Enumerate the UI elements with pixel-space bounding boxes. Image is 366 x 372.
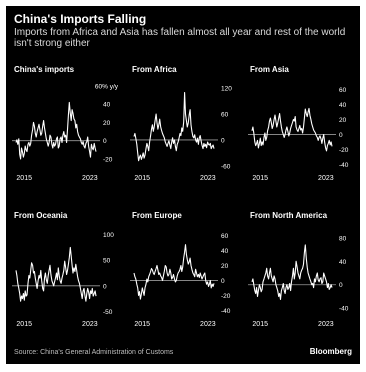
y-tick-label: 40 bbox=[221, 248, 229, 255]
series-line bbox=[251, 244, 333, 300]
y-tick-label: -20 bbox=[221, 293, 231, 300]
small-multiple-5: From Europe -40 -20 0 20 40 60 2015 2023 bbox=[130, 211, 231, 328]
y-tick-label: 50 bbox=[103, 258, 111, 265]
y-tick-label: -20 bbox=[339, 147, 349, 154]
chart-subtitle: Imports from Africa and Asia has fallen … bbox=[14, 27, 346, 49]
series-line bbox=[15, 101, 97, 160]
panel-title: China's imports bbox=[14, 65, 75, 74]
y-tick-label: -40 bbox=[339, 306, 349, 313]
x-tick-label: 2015 bbox=[252, 321, 268, 328]
small-multiple-3: From Asia -40 -20 0 20 40 60 2015 2023 bbox=[248, 65, 349, 182]
y-tick-label: -60 bbox=[221, 163, 231, 170]
panel-title: From North America bbox=[250, 211, 328, 220]
brand-logo: Bloomberg bbox=[309, 347, 352, 356]
y-tick-label: 0 bbox=[339, 282, 343, 289]
series-line bbox=[133, 91, 215, 162]
x-tick-label: 2023 bbox=[318, 321, 334, 328]
small-multiple-1: China's imports -20 0 20 40 60% y/y 2015 2023 bbox=[12, 65, 119, 182]
y-tick-label: 0 bbox=[221, 278, 225, 285]
y-tick-label: 100 bbox=[103, 232, 114, 239]
y-tick-label: 0 bbox=[339, 132, 343, 139]
y-tick-label: 80 bbox=[339, 235, 347, 242]
y-tick-label: 40 bbox=[339, 259, 347, 266]
x-tick-label: 2023 bbox=[200, 321, 216, 328]
y-tick-label: 40 bbox=[103, 102, 111, 109]
y-tick-label: 20 bbox=[103, 120, 111, 127]
y-tick-label: 120 bbox=[221, 86, 232, 93]
y-tick-label: 60 bbox=[221, 233, 229, 240]
unit-label: 60% y/y bbox=[95, 84, 119, 91]
x-tick-label: 2023 bbox=[200, 175, 216, 182]
panel-title: From Oceania bbox=[14, 211, 68, 220]
small-multiple-2: From Africa -60 0 60 120 2015 2023 bbox=[130, 65, 232, 182]
series-line bbox=[15, 246, 97, 302]
y-tick-label: -50 bbox=[103, 309, 113, 316]
panel-title: From Africa bbox=[132, 65, 177, 74]
y-tick-label: 20 bbox=[339, 117, 347, 124]
series-line bbox=[251, 107, 333, 152]
small-multiple-4: From Oceania -50 0 50 100 2015 2023 bbox=[12, 211, 114, 328]
y-tick-label: 0 bbox=[103, 138, 107, 145]
panel-title: From Asia bbox=[250, 65, 289, 74]
y-tick-label: -20 bbox=[103, 156, 113, 163]
x-tick-label: 2015 bbox=[134, 321, 150, 328]
chart-card: China's Imports Falling Imports from Afr… bbox=[6, 6, 360, 364]
panel-title: From Europe bbox=[132, 211, 182, 220]
y-tick-label: -40 bbox=[221, 308, 231, 315]
y-tick-label: 40 bbox=[339, 102, 347, 109]
y-tick-label: 60 bbox=[339, 87, 347, 94]
y-tick-label: -40 bbox=[339, 162, 349, 169]
x-tick-label: 2023 bbox=[82, 175, 98, 182]
x-tick-label: 2023 bbox=[82, 321, 98, 328]
x-tick-label: 2015 bbox=[134, 175, 150, 182]
small-multiple-6: From North America -40 0 40 80 2015 2023 bbox=[248, 211, 349, 328]
series-line bbox=[133, 244, 215, 300]
x-tick-label: 2015 bbox=[16, 321, 32, 328]
x-tick-label: 2023 bbox=[318, 175, 334, 182]
source-note: Source: China's General Administration o… bbox=[14, 349, 174, 356]
chart-title: China's Imports Falling bbox=[14, 12, 147, 26]
y-tick-label: 20 bbox=[221, 263, 229, 270]
y-tick-label: 0 bbox=[221, 137, 225, 144]
y-tick-label: 0 bbox=[103, 283, 107, 290]
x-tick-label: 2015 bbox=[16, 175, 32, 182]
x-tick-label: 2015 bbox=[252, 175, 268, 182]
y-tick-label: 60 bbox=[221, 112, 229, 119]
